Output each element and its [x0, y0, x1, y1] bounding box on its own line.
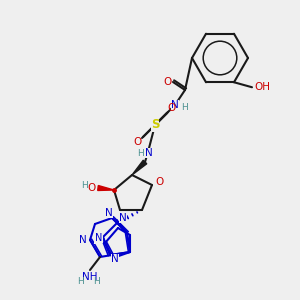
Text: O: O — [155, 177, 163, 187]
Text: N: N — [105, 208, 113, 218]
Text: H: H — [81, 181, 87, 190]
Text: H: H — [94, 278, 100, 286]
Text: O: O — [163, 77, 171, 87]
Polygon shape — [132, 160, 147, 175]
Text: N: N — [95, 233, 103, 243]
Text: O: O — [168, 103, 176, 113]
Text: O: O — [134, 137, 142, 147]
Text: N: N — [145, 148, 153, 158]
Text: N: N — [171, 100, 179, 110]
Text: O: O — [88, 183, 96, 193]
Text: NH: NH — [82, 272, 98, 282]
Text: N: N — [111, 254, 119, 264]
Text: H: H — [78, 278, 84, 286]
Text: S: S — [151, 118, 159, 131]
Polygon shape — [98, 185, 114, 190]
Text: N: N — [94, 234, 102, 244]
Text: N: N — [119, 213, 127, 223]
Text: H: H — [181, 103, 188, 112]
Text: OH: OH — [254, 82, 270, 92]
Text: H: H — [136, 148, 143, 158]
Text: N: N — [79, 235, 87, 245]
